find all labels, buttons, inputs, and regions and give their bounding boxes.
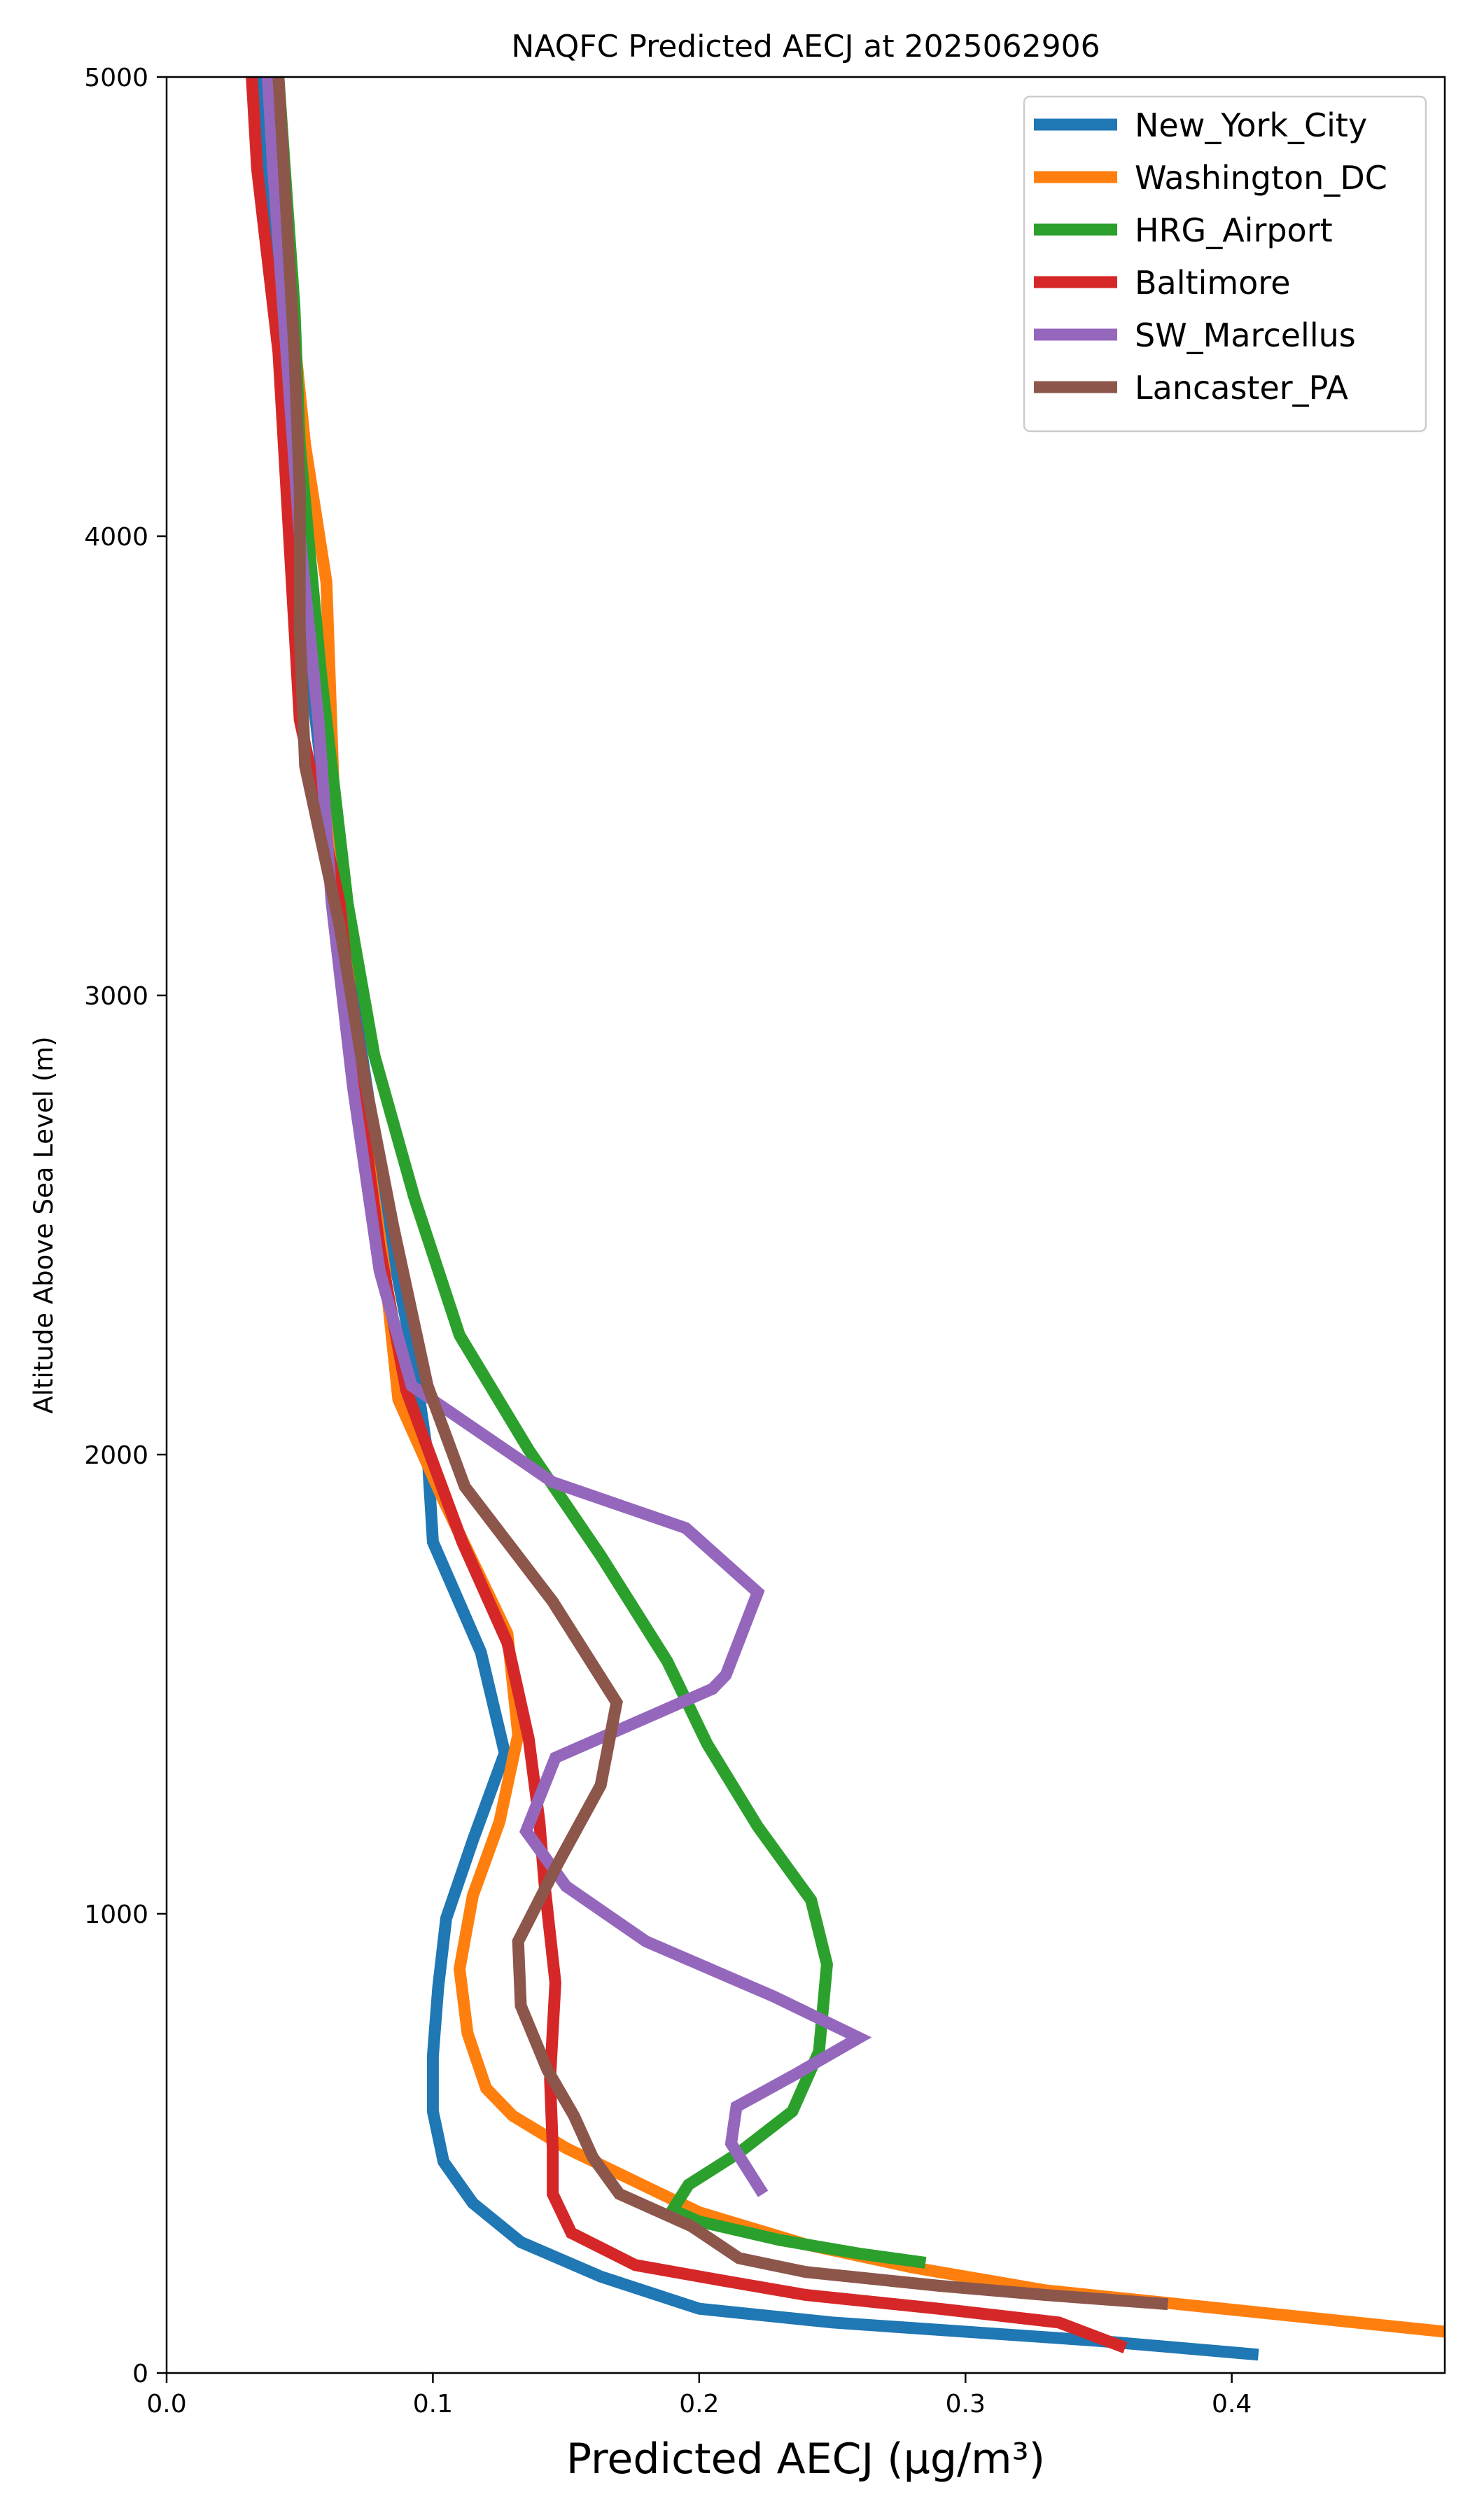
y-tick-label: 2000 — [84, 1441, 148, 1470]
legend-label: HRG_Airport — [1135, 211, 1333, 249]
y-axis: 0 1000 2000 3000 4000 5000 — [84, 64, 167, 2388]
y-tick-label: 1000 — [84, 1900, 148, 1929]
legend: New_York_City Washington_DC HRG_Airport Bal… — [1023, 95, 1427, 433]
chart-title: NAQFC Predicted AECJ at 2025062906 — [511, 29, 1100, 64]
x-axis: 0.0 0.1 0.2 0.3 0.4 — [146, 2373, 1252, 2418]
legend-label: Washington_DC — [1135, 159, 1387, 197]
legend-label: New_York_City — [1135, 106, 1367, 144]
legend-box — [1023, 95, 1427, 433]
series-line-SW_Marcellus — [262, 77, 872, 2197]
y-tick-label: 0 — [132, 2360, 148, 2388]
legend-label: Baltimore — [1135, 264, 1291, 302]
x-tick-label: 0.3 — [946, 2390, 986, 2418]
y-tick-label: 5000 — [84, 64, 148, 92]
x-tick-label: 0.1 — [413, 2390, 453, 2418]
series-layer — [246, 77, 1445, 2361]
series-line-HRG_Airport — [272, 77, 927, 2269]
x-tick-label: 0.4 — [1212, 2390, 1252, 2418]
plot-frame — [165, 76, 1446, 2374]
y-tick-label: 3000 — [84, 982, 148, 1011]
legend-label: SW_Marcellus — [1135, 316, 1356, 354]
x-tick-label: 0.0 — [146, 2390, 186, 2418]
x-axis-label-text: Predicted AECJ (μg/m³) — [566, 2435, 1045, 2484]
x-tick-label: 0.2 — [679, 2390, 719, 2418]
x-axis-label: Predicted AECJ (μg/m³) — [566, 2435, 1045, 2484]
y-axis-label: Altitude Above Sea Level (m) — [29, 1036, 59, 1413]
legend-label: Lancaster_PA — [1135, 369, 1348, 407]
y-tick-label: 4000 — [84, 523, 148, 552]
series-line-Lancaster_PA — [272, 77, 1169, 2311]
